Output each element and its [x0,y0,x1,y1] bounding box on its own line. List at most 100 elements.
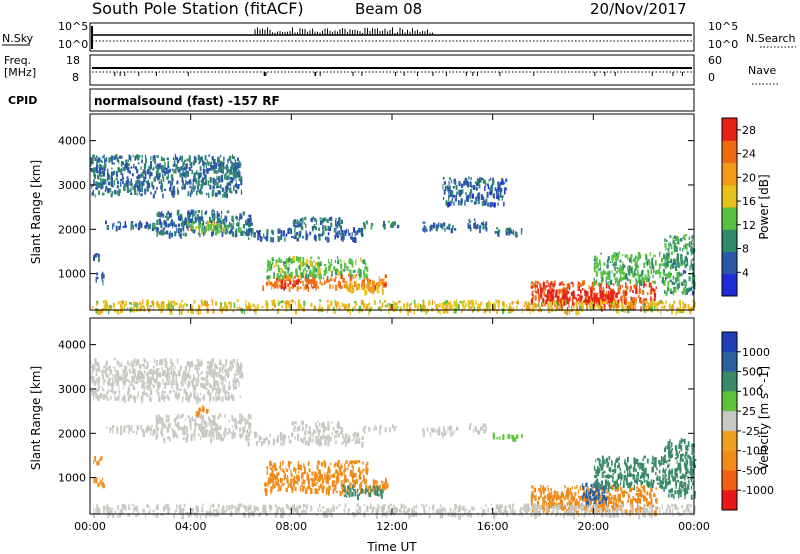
power-cell-5 [212,222,214,226]
velocity-cell-6 [327,434,330,439]
power-cell-16 [351,274,353,277]
power-cell-8 [338,219,340,224]
velocity-cell-3 [172,429,174,435]
power-cell-14 [231,162,234,166]
power-cell-16 [308,269,310,275]
power-cell-8 [311,226,315,230]
velocity-cell-17 [570,500,572,505]
power-cell-23 [515,301,517,304]
power-cell-16 [339,271,341,275]
power-cell-4 [199,216,202,220]
velocity-cell-6 [269,433,271,437]
power-cell-7 [280,230,283,235]
velocity-cell-3 [211,420,214,426]
power-cell-2 [115,225,118,232]
velocity-cell-20 [606,463,608,468]
velocity-cell-2 [132,430,135,433]
power-cell-21 [652,256,654,259]
power-cell-21 [595,271,598,277]
power-cell-24 [101,165,103,168]
velocity-cell-19 [582,485,585,491]
velocity-cell-16 [343,488,346,492]
power-cell-16 [305,272,308,279]
velocity-cell-6 [333,435,335,440]
power-cell-16 [365,267,368,271]
power-cell-15 [324,280,326,285]
power-cell-15 [303,285,305,291]
velocity-cell-20 [661,461,663,465]
power-cell-24 [213,159,216,165]
velocity-cell-2 [120,430,123,436]
velocity-cell-18 [563,497,566,501]
power-cell-7 [278,236,281,242]
velocity-cell-17 [540,490,543,496]
power-cell-25 [469,191,472,196]
power-cell-15 [288,273,290,277]
power-cell-21 [659,273,661,279]
velocity-cell-17 [621,501,623,506]
velocity-cell-14 [380,480,383,483]
power-cell-21 [638,254,641,260]
power-cell-22 [669,273,672,279]
power-cell-21 [651,263,654,269]
power-cell-14 [219,160,222,164]
velocity-cell-7 [305,426,307,432]
power-cell-22 [672,263,675,269]
power-cell-25 [456,191,458,195]
power-cell-14 [210,161,213,164]
power-cell-24 [174,158,176,164]
power-cell-16 [309,272,312,275]
power-cell-20 [543,291,545,296]
power-cell-19 [600,287,603,290]
power-cell-8 [304,216,307,221]
velocity-cell-12 [161,370,165,377]
power-cell-21 [607,256,610,261]
power-cell-23 [537,304,540,307]
power-cell-7 [248,237,250,241]
power-cell-11 [469,226,472,232]
velocity-cell-3 [168,423,171,428]
power-cell-20 [552,295,555,302]
power-cell-20 [586,291,589,297]
power-cell-4 [222,218,225,225]
power-cell-18 [372,289,374,294]
power-cell-7 [322,229,325,234]
power-cell-21 [639,274,642,277]
velocity-cell-17 [577,489,579,494]
power-cell-4 [176,227,178,233]
power-cell-25 [497,202,499,206]
velocity-cell-15 [328,475,330,479]
power-cell-23 [615,307,618,314]
velocity-cells [90,358,697,520]
velocity-cell-3 [191,416,194,422]
power-cell-22 [691,248,694,255]
velocity-cell-15 [337,473,340,478]
power-cell-24 [193,185,196,190]
power-cell-17 [297,279,300,283]
velocity-cell-15 [306,471,308,476]
velocity-cell-16 [348,492,351,498]
velocity-cell-18 [613,504,615,509]
velocity-cell-3 [190,417,192,424]
power-cell-16 [316,268,319,271]
power-cell-4 [248,222,251,228]
power-cell-24 [126,184,127,187]
power-cell-24 [172,193,175,198]
power-cell-22 [680,254,683,260]
power-cell-10 [448,225,450,230]
power-cell-8 [302,217,304,223]
velocity-cell-15 [362,461,364,465]
power-cell-16 [360,275,363,278]
power-cell-18 [346,286,349,289]
velocity-cell-14 [345,490,347,493]
power-cell-16 [319,270,322,276]
power-cell-21 [612,263,614,267]
velocity-cell-18 [547,502,550,505]
velocity-cell-20 [630,474,634,477]
power-cell-4 [162,230,164,236]
power-cell-2 [119,222,121,228]
power-cell-23 [182,304,185,310]
power-cell-24 [182,163,185,167]
power-cell-17 [281,280,283,286]
velocity-cell-17 [612,500,614,504]
